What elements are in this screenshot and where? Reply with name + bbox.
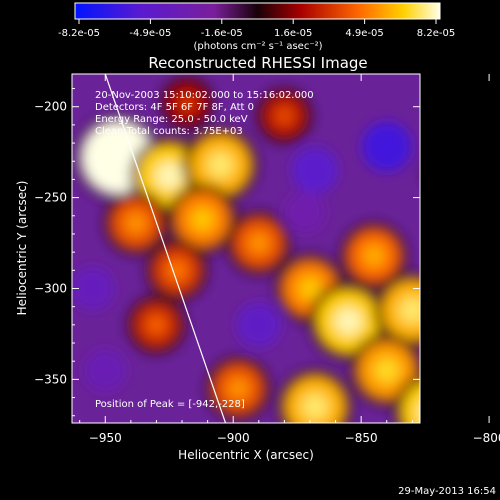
x-tick-label: −950	[89, 431, 122, 445]
heatmap-blob	[431, 151, 470, 190]
heatmap-core	[398, 296, 420, 324]
heatmap-halo	[423, 143, 478, 198]
x-tick-label: −800	[473, 431, 500, 445]
heatmap-core	[247, 231, 270, 255]
colorbar-tick-label: 1.6e-05	[274, 28, 312, 39]
annotation-block: 20-Nov-2003 15:10:02.000 to 15:16:02.000…	[95, 90, 314, 137]
heatmap-core	[155, 161, 184, 190]
heatmap-core	[190, 207, 215, 232]
y-tick-label: −300	[34, 281, 67, 295]
heatmap-core	[227, 377, 250, 400]
heatmap-core	[334, 307, 363, 336]
heatmap-core	[442, 162, 459, 179]
heatmap-blob	[284, 191, 326, 233]
footer-date: 29-May-2013 16:54	[398, 486, 496, 497]
axes: −950 −900 −850 −800 −200 −250 −300 −350	[34, 74, 500, 445]
colorbar-tick-label: -1.6e-05	[201, 28, 243, 39]
heatmap-blob	[450, 196, 497, 243]
y-tick-label: −350	[34, 372, 67, 386]
peak-position-label: Position of Peak = [-942,-228]	[95, 399, 245, 410]
heatmap-blob	[72, 266, 115, 311]
heatmap-core	[297, 276, 323, 301]
colorbar-tick-label: -8.2e-05	[58, 28, 100, 39]
x-tick-label: −900	[217, 431, 250, 445]
heatmap-core	[146, 314, 167, 335]
heatmap-core	[373, 357, 400, 384]
annotation-line: Energy Range: 25.0 - 50.0 keV	[95, 114, 248, 125]
heatmap-blob	[291, 147, 339, 194]
heatmap-core	[178, 94, 196, 112]
heatmap-halo	[442, 188, 500, 251]
y-axis-label: Heliocentric Y (arcsec)	[15, 181, 29, 316]
heatmap-core	[301, 393, 329, 421]
annotation-line: Detectors: 4F 5F 6F 7F 8F, Att 0	[95, 102, 254, 113]
colorbar-unit-label: (photons cm⁻² s⁻¹ asec⁻²)	[193, 41, 322, 52]
x-tick-label: −850	[345, 431, 378, 445]
y-tick-label: −250	[34, 191, 67, 205]
annotation-line: 20-Nov-2003 15:10:02.000 to 15:16:02.000	[95, 90, 314, 101]
heatmap-core	[418, 406, 420, 419]
heatmap-core	[463, 209, 484, 230]
heatmap-blob	[84, 349, 127, 392]
heatmap-blob	[440, 247, 487, 294]
heatmap-core	[166, 259, 188, 281]
plot-frame	[71, 73, 421, 424]
heatmap-blob	[401, 383, 420, 423]
x-axis-label: Heliocentric X (arcsec)	[178, 448, 314, 462]
solar-limb-line	[104, 74, 227, 423]
heatmap-core	[101, 141, 135, 174]
colorbar-tick-label: -4.9e-05	[129, 28, 171, 39]
chart-title: Reconstructed RHESSI Image	[148, 54, 367, 72]
heatmap-core	[124, 211, 148, 235]
annotation-line: Clean Total counts: 3.75E+03	[95, 126, 243, 137]
colorbar-tick-label: 8.2e-05	[417, 28, 455, 39]
heatmap-blob	[236, 302, 282, 348]
heatmap-core	[362, 244, 386, 268]
colorbar-ticks: -8.2e-05 -4.9e-05 -1.6e-05 1.6e-05 4.9e-05 8.…	[58, 19, 455, 39]
heatmap-layer	[72, 75, 500, 423]
y-tick-label: −200	[34, 100, 67, 114]
heatmap-blob	[361, 121, 412, 172]
heatmap-core	[275, 106, 294, 126]
colorbar	[74, 2, 441, 20]
heatmap-core	[206, 151, 234, 179]
colorbar-tick-label: 4.9e-05	[345, 28, 383, 39]
